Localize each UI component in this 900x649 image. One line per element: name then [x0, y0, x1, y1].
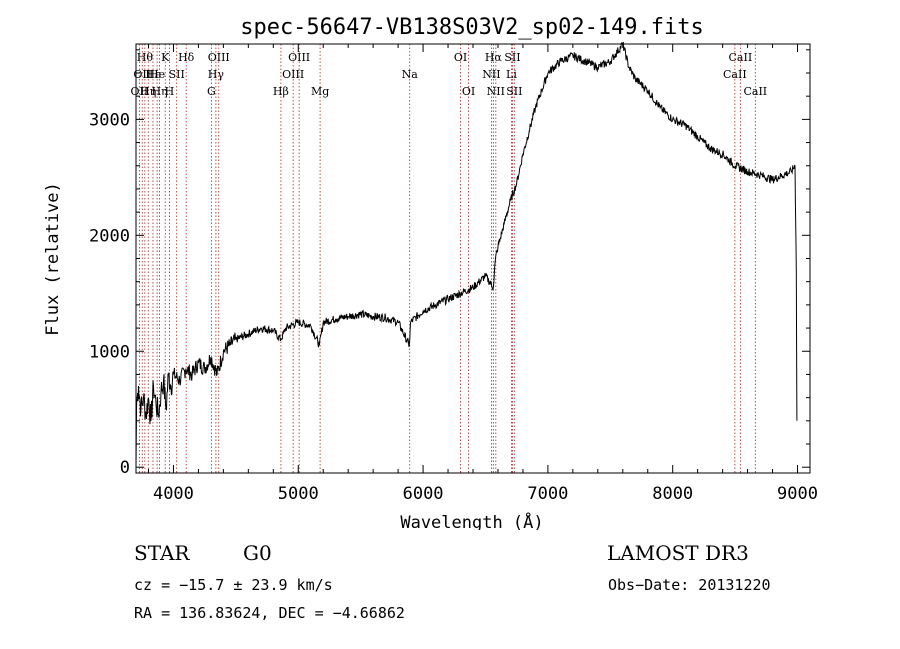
object-class: STAR: [134, 541, 190, 565]
x-tick-label: 9000: [777, 484, 818, 504]
object-subclass: G0: [243, 541, 272, 565]
x-axis-ticks: 4000 5000 6000 7000 8000 9000: [147, 44, 818, 504]
line-marker-label: Hε: [145, 68, 161, 81]
line-marker-label: Hη: [140, 85, 156, 98]
observation-date: Obs−Date: 20131220: [608, 576, 771, 594]
y-axis-label: Flux (relative): [43, 182, 63, 336]
y-tick-label: 3000: [89, 110, 130, 130]
y-axis-ticks: 0 1000 2000 3000: [89, 49, 810, 478]
line-marker-label: Hδ: [178, 51, 195, 64]
line-marker-label: SII: [504, 51, 520, 64]
line-marker-label: NII: [487, 85, 505, 98]
line-marker-label: Li: [506, 68, 517, 81]
line-marker-label: OIII: [282, 68, 304, 81]
x-tick-label: 4000: [153, 484, 194, 504]
line-marker-label: SII: [506, 85, 522, 98]
x-tick-label: 8000: [652, 484, 693, 504]
line-marker-label: CaII: [729, 51, 753, 64]
ra-dec-coordinates: RA = 136.83624, DEC = −4.66862: [134, 604, 405, 622]
redshift-cz: cz = −15.7 ± 23.9 km/s: [134, 576, 333, 594]
line-marker-label: Hθ: [137, 51, 154, 64]
spectrum-chart: spec-56647-VB138S03V2_sp02-149.fits OIIO…: [43, 15, 818, 530]
y-tick-label: 0: [120, 458, 130, 478]
line-marker-label: Hβ: [273, 85, 289, 98]
y-tick-label: 2000: [89, 226, 130, 246]
line-marker-label: Mg: [311, 85, 329, 98]
line-marker-label: SII: [169, 68, 185, 81]
x-tick-label: 5000: [278, 484, 319, 504]
line-marker-label: OIII: [288, 51, 310, 64]
line-marker-label: Hη: [151, 85, 167, 98]
line-marker-label: G: [207, 85, 216, 98]
line-marker-label: Na: [402, 68, 419, 81]
chart-title: spec-56647-VB138S03V2_sp02-149.fits: [240, 15, 704, 40]
spectrum-line: [135, 41, 798, 468]
line-marker-label: OII: [133, 68, 151, 81]
line-marker-label: K: [161, 51, 170, 64]
x-tick-label: 7000: [527, 484, 568, 504]
survey-name: LAMOST DR3: [607, 541, 749, 565]
line-marker-label: CaII: [743, 85, 767, 98]
x-axis-label: Wavelength (Å): [400, 511, 543, 530]
line-marker-label: Hα: [485, 51, 503, 64]
line-marker-label: H: [165, 85, 175, 98]
line-marker-label: CaII: [723, 68, 747, 81]
x-tick-label: 6000: [403, 484, 444, 504]
line-marker-label: NII: [482, 68, 500, 81]
line-marker-label: OI: [454, 51, 467, 64]
plot-frame: [135, 43, 811, 474]
line-marker-label: OI: [462, 85, 475, 98]
line-marker-label: He: [149, 68, 165, 81]
line-marker-label: OII: [131, 85, 149, 98]
line-marker-label: Hγ: [208, 68, 225, 81]
emission-line-markers: [138, 44, 756, 473]
line-marker-label: OIII: [208, 51, 230, 64]
y-tick-label: 1000: [89, 342, 130, 362]
